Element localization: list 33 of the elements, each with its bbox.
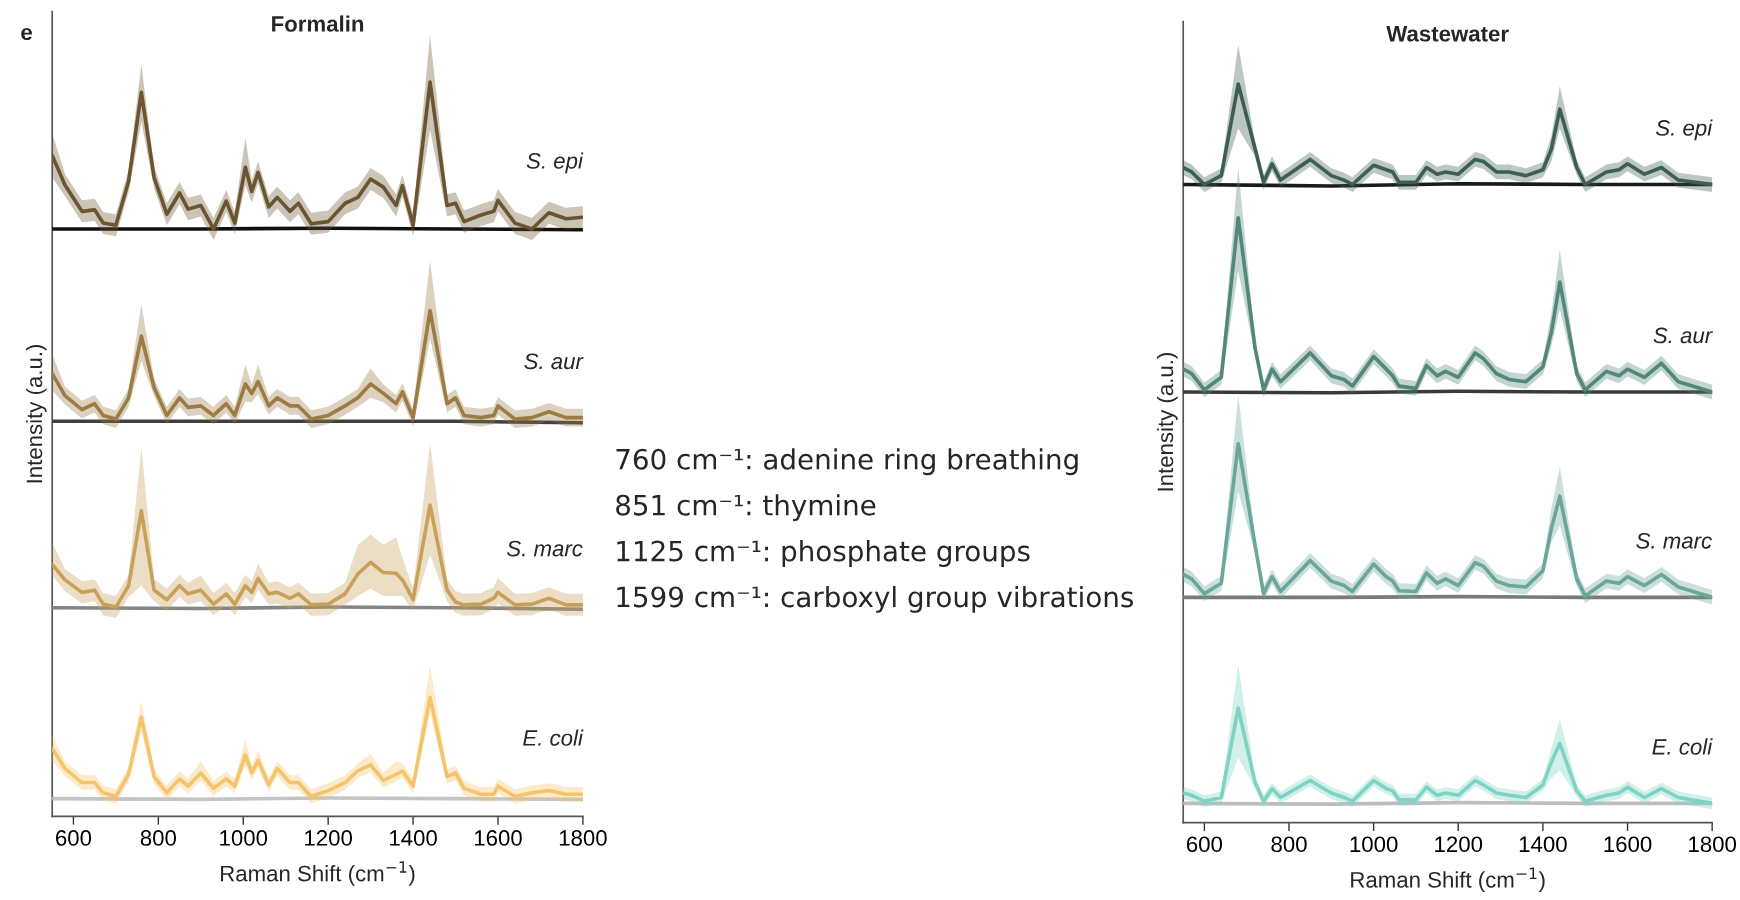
y-axis-title: Intensity (a.u.) bbox=[1156, 353, 1178, 491]
text: e bbox=[21, 27, 32, 41]
text: 851 cm⁻¹: thymine bbox=[616, 494, 876, 522]
x-tick-label: 1000 bbox=[1350, 836, 1398, 853]
x-tick-label: 1800 bbox=[559, 830, 607, 846]
x-tick-label: 1600 bbox=[1604, 836, 1652, 853]
series-label: S. aur bbox=[1653, 327, 1713, 344]
series-label: S. epi bbox=[1655, 119, 1713, 141]
x-axis-title: Raman Shift (cm$^{−1}$) bbox=[221, 861, 415, 886]
x-tick-label: 1000 bbox=[220, 830, 268, 846]
y-axis-title: Intensity (a.u.) bbox=[25, 344, 47, 483]
series-label: S. epi bbox=[526, 152, 584, 174]
text: 1125 cm⁻¹: phosphate groups bbox=[617, 540, 1030, 567]
series-label: E. coli bbox=[1652, 738, 1713, 755]
series-label: S. marc bbox=[506, 540, 583, 557]
series-label: S. marc bbox=[1636, 532, 1712, 549]
text: 1599 cm⁻¹: carboxyl group vibrations bbox=[617, 585, 1133, 613]
x-axis-title: Raman Shift (cm$^{−1}$) bbox=[1351, 867, 1545, 893]
chart-title: Formalin bbox=[272, 15, 364, 32]
x-tick-label: 1200 bbox=[305, 830, 353, 846]
x-tick-label: 1400 bbox=[1519, 836, 1567, 853]
x-tick-label: 1600 bbox=[474, 830, 522, 846]
x-tick-label: 800 bbox=[140, 830, 177, 846]
text: E. coli bbox=[523, 729, 584, 746]
x-tick-label: 600 bbox=[1186, 836, 1223, 853]
x-tick-label: 1400 bbox=[390, 830, 437, 846]
chart-title: Wastewater bbox=[1386, 26, 1509, 42]
text: S. aur bbox=[524, 353, 584, 370]
x-tick-label: 1200 bbox=[1435, 836, 1483, 853]
x-tick-label: 600 bbox=[56, 830, 92, 846]
x-tick-label: 1800 bbox=[1689, 836, 1737, 853]
x-tick-label: 800 bbox=[1271, 836, 1307, 853]
text: 760 cm⁻¹: adenine ring breathing bbox=[616, 448, 1078, 476]
